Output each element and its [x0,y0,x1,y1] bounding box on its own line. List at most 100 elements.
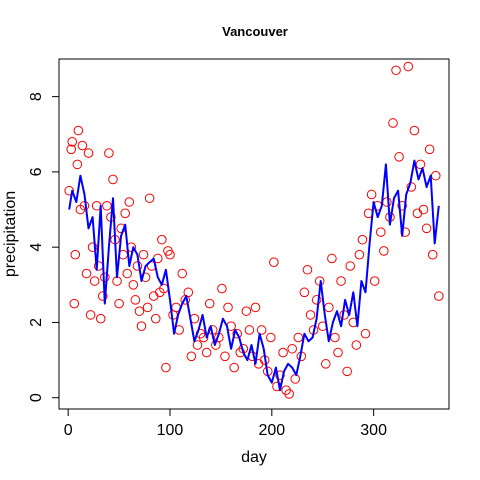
data-point [85,310,96,320]
data-point [77,140,88,151]
data-point [299,287,310,298]
data-point [333,347,343,358]
data-point [409,125,420,136]
y-tick-label: 8 [28,92,45,101]
data-point [290,374,301,384]
data-point [128,280,139,290]
data-point [120,208,130,219]
x-axis-label: day [241,449,267,466]
data-point [302,264,313,275]
data-point [142,302,153,313]
data-point [114,298,124,309]
data-point [183,287,194,298]
data-point [229,362,239,373]
data-point [360,328,371,339]
data-point [327,253,337,264]
data-point [157,234,167,245]
data-point [366,189,377,200]
data-point [134,306,145,316]
data-point [64,185,74,196]
data-point [232,328,242,339]
data-point [305,310,316,320]
x-tick-label: 200 [258,422,285,439]
data-point [132,261,143,271]
data-point [418,204,429,215]
data-point [403,61,414,72]
data-point [281,385,291,395]
y-axis: 0 2 4 6 8 [28,92,59,402]
y-tick-label: 4 [28,243,45,252]
data-point [72,159,83,170]
data-point [150,313,161,324]
data-point [369,276,380,286]
data-point [186,351,197,362]
data-point [198,332,209,343]
data-point [430,170,441,181]
data-point [144,193,155,204]
y-axis-label: precipitation [2,191,19,277]
data-point [217,283,227,294]
y-tick-label: 0 [28,393,45,402]
data-point [108,174,118,185]
data-point [223,302,233,313]
data-point [330,332,340,343]
data-point [70,249,81,260]
y-tick-label: 6 [28,167,45,176]
chart-title: Vancouver [222,24,288,39]
data-point [177,268,188,279]
data-point [311,295,322,305]
data-point [161,362,171,373]
data-point [89,276,100,286]
data-point [269,257,279,268]
data-point [434,291,444,301]
data-point [122,268,133,279]
data-point [130,295,141,305]
scatter-series [64,61,444,399]
data-point [275,370,285,380]
data-point [394,152,404,162]
data-point [104,148,114,158]
smooth-series [68,159,440,392]
x-axis: 0 100 200 300 [64,409,387,439]
data-point [388,118,398,128]
data-point [412,208,423,219]
data-point [244,325,255,335]
data-point [357,234,368,245]
data-point [124,197,135,207]
data-point [391,65,401,76]
data-point [351,340,362,350]
data-point [73,125,84,136]
data-point [87,242,98,252]
data-point [165,249,175,260]
data-point [201,347,212,358]
data-point [427,249,438,260]
data-point [345,261,356,271]
plot-frame [58,58,450,410]
x-tick-label: 100 [157,422,184,439]
data-point [293,332,304,343]
data-point [192,340,203,350]
data-point [138,249,149,260]
data-point [256,325,267,335]
data-point [287,343,297,354]
data-point [421,223,432,234]
data-point [97,291,108,301]
data-point [342,366,352,377]
data-point [375,227,386,237]
data-point [382,197,392,207]
data-point [379,246,389,256]
data-point [266,332,276,343]
data-point [415,159,426,170]
data-point [102,200,112,211]
smooth-line [68,159,440,392]
data-point [278,347,288,358]
data-point [67,136,78,147]
data-point [250,302,261,313]
data-point [66,144,77,155]
data-point [284,389,294,399]
y-tick-label: 2 [28,318,45,327]
data-point [204,298,215,309]
data-point [83,148,94,158]
data-point [220,351,230,362]
